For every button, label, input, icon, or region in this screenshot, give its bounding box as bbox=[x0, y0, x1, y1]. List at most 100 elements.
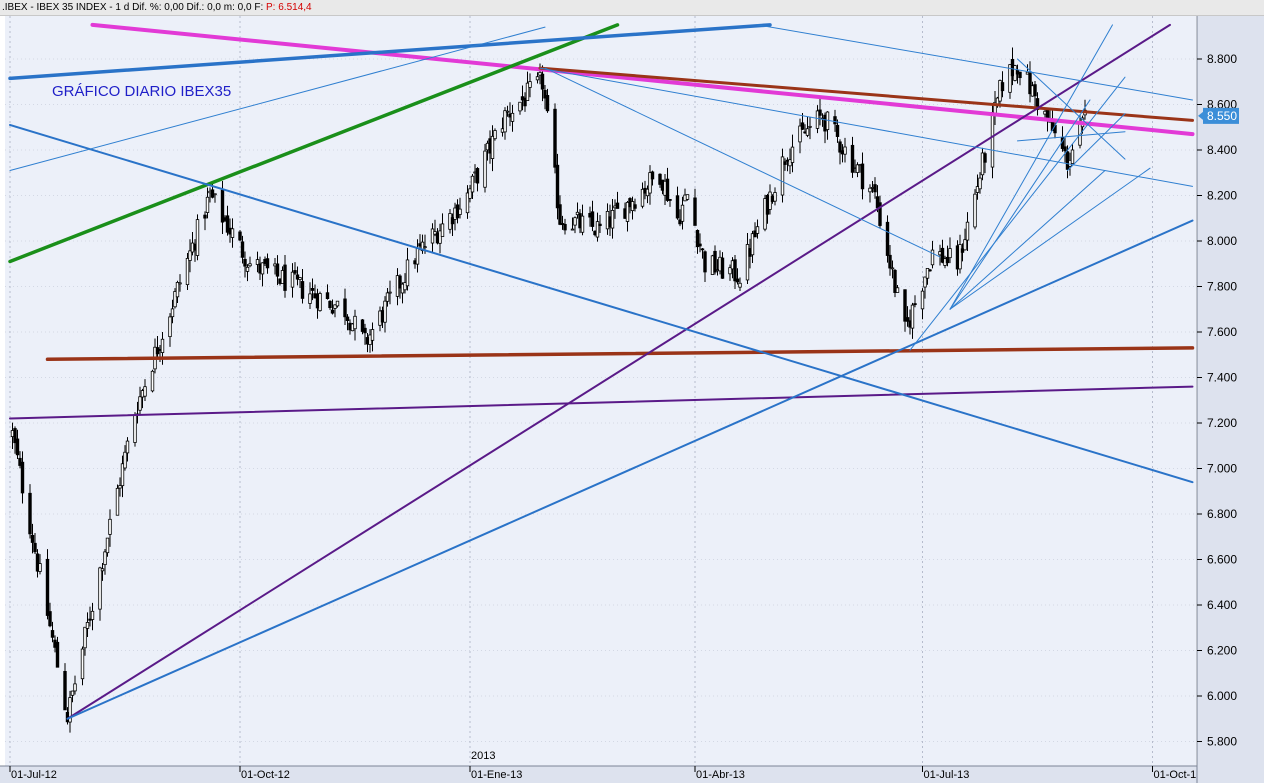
candle-body-up bbox=[205, 196, 210, 213]
candle-body-down bbox=[903, 289, 907, 322]
last-price-tag-label: 8.550 bbox=[1207, 109, 1237, 123]
trendline-blue_thin bbox=[949, 24, 1113, 310]
candle-body-down bbox=[220, 189, 225, 223]
candle-body-up bbox=[728, 267, 732, 275]
candle-body-down bbox=[563, 223, 567, 231]
candle-body-down bbox=[310, 287, 315, 291]
y-axis-panel bbox=[1197, 16, 1264, 783]
last-price-tag: 8.550 bbox=[1198, 107, 1239, 124]
candle-body-down bbox=[283, 264, 287, 291]
candle-body-down bbox=[665, 178, 670, 201]
candle-body-up bbox=[440, 223, 445, 237]
candle-body-down bbox=[30, 534, 35, 543]
candle-body-up bbox=[370, 329, 375, 341]
candle-body-down bbox=[783, 161, 787, 165]
y-tick-label: 5.800 bbox=[1207, 735, 1237, 749]
candle-body-down bbox=[818, 109, 822, 116]
y-tick-label: 6.000 bbox=[1207, 689, 1237, 703]
candle-body-up bbox=[438, 230, 442, 244]
candle-body-up bbox=[808, 125, 812, 128]
candle-body-up bbox=[958, 244, 962, 270]
trendlines bbox=[8, 22, 1195, 720]
candle-body-up bbox=[738, 282, 742, 288]
candle-body-down bbox=[398, 275, 402, 289]
stats-label: Dif. %: 0,00 Dif.: 0,0 m: 0,0 F: bbox=[132, 2, 264, 13]
candle-body-down bbox=[345, 316, 350, 322]
candle-body-down bbox=[693, 197, 697, 226]
trendline-blue_thick bbox=[8, 23, 772, 81]
candle-body-up bbox=[85, 622, 90, 629]
candle-body-up bbox=[260, 262, 265, 275]
candle-body-up bbox=[90, 610, 95, 620]
candle-body-up bbox=[890, 267, 895, 270]
trendline-blue_thick bbox=[9, 123, 1194, 484]
y-tick-label: 6.200 bbox=[1207, 644, 1237, 658]
candle-body-up bbox=[930, 249, 935, 266]
candle-body-down bbox=[873, 184, 877, 193]
candle-body-up bbox=[648, 172, 652, 194]
candle-body-down bbox=[20, 461, 25, 494]
candle-body-up bbox=[150, 370, 155, 392]
candle-body-down bbox=[928, 269, 932, 272]
trendline-green bbox=[8, 23, 620, 264]
candle-body-up bbox=[118, 485, 122, 489]
symbol-label: .IBEX - IBEX 35 INDEX - 1 d bbox=[2, 2, 130, 13]
candle-body-up bbox=[685, 194, 690, 200]
candle-body-down bbox=[540, 73, 545, 90]
candle-body-up bbox=[773, 192, 777, 202]
y-tick-label: 6.600 bbox=[1207, 553, 1237, 567]
chart-title: GRÁFICO DIARIO IBEX35 bbox=[52, 83, 231, 100]
candle-body-down bbox=[735, 278, 740, 283]
candle-body-up bbox=[170, 308, 175, 318]
candle-body-up bbox=[483, 150, 487, 188]
candle-body-down bbox=[265, 258, 270, 269]
candle-body-down bbox=[838, 141, 842, 153]
candle-body-down bbox=[55, 641, 60, 668]
y-tick-label: 7.400 bbox=[1207, 371, 1237, 385]
candle-body-up bbox=[160, 338, 165, 353]
candle-body-up bbox=[115, 487, 120, 516]
candle-body-up bbox=[745, 244, 750, 281]
candle-body-up bbox=[248, 263, 252, 267]
candle-body-up bbox=[178, 282, 182, 285]
candle-body-down bbox=[675, 195, 680, 219]
trendline-blue_thin bbox=[1017, 58, 1126, 160]
candle-body-up bbox=[868, 187, 872, 193]
candle-body-down bbox=[983, 153, 987, 163]
y-tick-label: 7.200 bbox=[1207, 416, 1237, 430]
candle-body-up bbox=[175, 282, 180, 298]
candle-body-up bbox=[518, 101, 522, 112]
candle-body-up bbox=[333, 304, 337, 309]
candle-body-up bbox=[1070, 149, 1075, 164]
candle-body-up bbox=[415, 248, 420, 265]
candle-body-up bbox=[843, 146, 847, 155]
candle-body-down bbox=[33, 542, 37, 553]
candle-body-up bbox=[470, 175, 475, 193]
candle-body-up bbox=[423, 246, 427, 249]
candle-body-up bbox=[458, 208, 462, 215]
candle-body-up bbox=[245, 266, 250, 272]
candle-body-down bbox=[28, 492, 32, 535]
candle-body-up bbox=[468, 188, 472, 199]
candle-body-up bbox=[335, 300, 340, 307]
candle-body-down bbox=[800, 122, 805, 130]
candle-body-up bbox=[195, 219, 200, 256]
candle-body-down bbox=[598, 223, 602, 227]
candle-body-up bbox=[388, 291, 392, 294]
candle-body-up bbox=[750, 233, 755, 256]
candle-body-down bbox=[295, 274, 300, 280]
candle-body-down bbox=[650, 171, 655, 180]
candle-body-down bbox=[203, 214, 207, 219]
candle-body-up bbox=[255, 259, 260, 265]
trendline-purple bbox=[66, 23, 1171, 720]
candle-body-down bbox=[888, 254, 892, 269]
candle-body-down bbox=[893, 269, 897, 293]
candle-body-down bbox=[945, 256, 950, 264]
x-tick-label: 01-Jul-12 bbox=[11, 769, 57, 781]
candle-body-down bbox=[700, 248, 705, 251]
candle-body-down bbox=[1035, 98, 1040, 111]
trendline-blue_thin bbox=[949, 99, 1091, 310]
candle-body-up bbox=[125, 440, 130, 454]
candle-body-down bbox=[833, 116, 837, 125]
